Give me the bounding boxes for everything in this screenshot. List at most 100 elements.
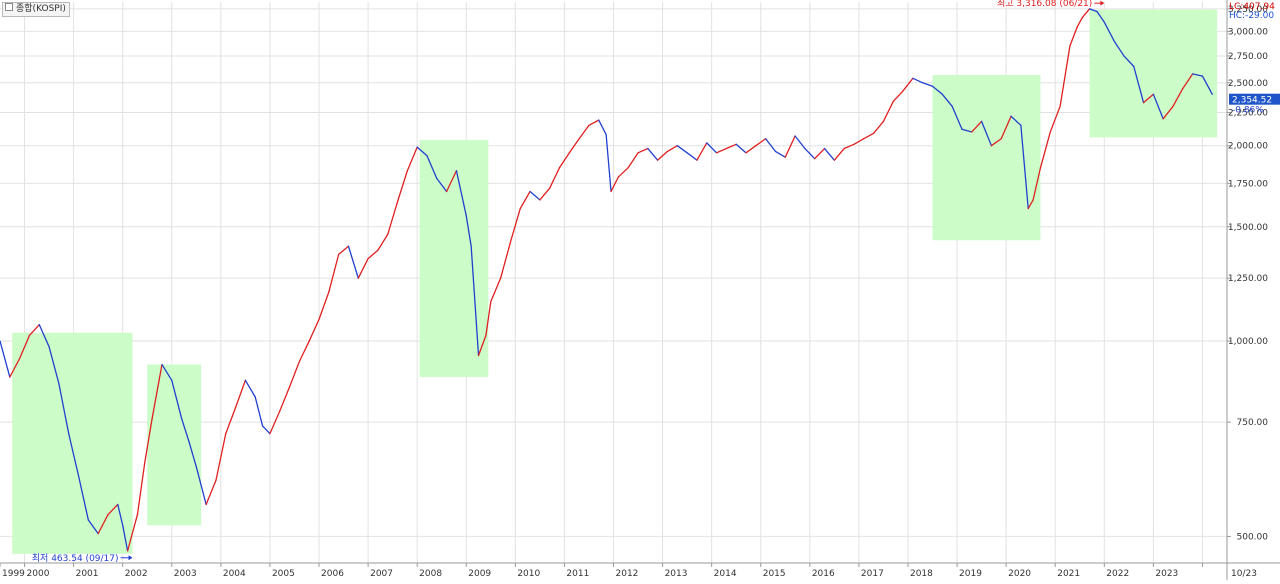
x-tick-label: 2019 <box>959 569 982 579</box>
price-segment <box>225 406 237 435</box>
x-tick-label: 2006 <box>321 569 344 579</box>
price-segment <box>1191 73 1204 77</box>
current-value: 2,354.52 <box>1232 96 1272 106</box>
x-tick-label: 2007 <box>370 569 393 579</box>
collapse-icon[interactable] <box>5 3 13 11</box>
price-segment <box>529 190 541 201</box>
price-segment <box>1039 131 1051 169</box>
price-segment <box>136 461 146 516</box>
price-segment <box>725 143 737 150</box>
x-tick-label: 2013 <box>665 569 688 579</box>
x-tick-label: 2021 <box>1057 569 1080 579</box>
price-segment <box>58 382 70 435</box>
chart-title[interactable]: 종합(KOSPI) <box>2 2 70 17</box>
price-segment <box>77 475 89 521</box>
price-segment <box>1000 115 1012 140</box>
price-segment <box>666 145 678 153</box>
high-marker-arrowhead <box>1100 0 1105 6</box>
price-segment <box>1088 8 1098 13</box>
price-segment <box>1123 55 1135 68</box>
price-segment <box>863 132 875 140</box>
price-segment <box>87 519 99 535</box>
x-tick-label: 2011 <box>566 569 589 579</box>
price-segment <box>9 357 21 378</box>
price-segment <box>144 417 153 464</box>
price-segment <box>872 120 885 134</box>
price-segment <box>715 147 728 154</box>
price-segment <box>1076 17 1083 28</box>
y-tick-label: 1,750.00 <box>1228 179 1268 189</box>
price-segment <box>470 245 480 357</box>
price-segment <box>1162 105 1174 120</box>
price-segment <box>764 138 777 153</box>
price-segment <box>406 146 418 172</box>
price-segment <box>882 100 894 123</box>
price-segment <box>519 190 531 210</box>
price-segment <box>254 396 264 427</box>
price-segment <box>205 479 217 506</box>
price-line <box>0 8 1213 552</box>
price-segment <box>696 142 708 161</box>
price-segment <box>823 147 836 161</box>
price-segment <box>308 318 320 342</box>
price-segment <box>610 176 620 193</box>
price-segment <box>426 155 438 180</box>
price-segment <box>215 432 227 482</box>
price-segment <box>637 147 649 154</box>
price-segment <box>931 85 943 95</box>
price-segment <box>490 277 502 303</box>
low-annotation: 최저 463.54 (09/17) <box>32 553 119 564</box>
highlight-regions <box>12 9 1218 554</box>
price-segment <box>485 301 492 337</box>
price-segment <box>1032 167 1042 201</box>
price-segment <box>97 514 109 535</box>
price-segment <box>539 187 551 201</box>
price-segment <box>1069 26 1078 47</box>
price-segment <box>1081 8 1091 19</box>
price-segment <box>455 170 467 217</box>
x-tick-label: 2004 <box>223 569 246 579</box>
hc-label: HC:-29.00 <box>1229 11 1275 21</box>
price-segment <box>971 120 983 133</box>
price-segment <box>794 135 806 150</box>
x-tick-label: 2012 <box>616 569 639 579</box>
price-segment <box>328 253 340 293</box>
price-segment <box>1142 93 1155 104</box>
price-segment <box>1049 105 1061 133</box>
y-tick-label: 1,500.00 <box>1228 223 1268 233</box>
price-segment <box>269 410 281 435</box>
price-segment <box>755 138 767 147</box>
price-segment <box>1010 115 1022 126</box>
price-segment <box>465 215 472 247</box>
current-change: -0.86% <box>1232 106 1264 116</box>
price-segment <box>1182 73 1194 90</box>
price-segment <box>1059 45 1071 107</box>
x-tick-label: 2023 <box>1155 569 1178 579</box>
price-segment <box>261 425 271 435</box>
x-tick-label: 10/23 <box>1231 569 1257 579</box>
price-segment <box>234 379 247 409</box>
price-segment <box>161 363 173 381</box>
price-segment <box>588 119 600 126</box>
high-annotation: 최고 3,316.08 (06/21) <box>997 0 1092 9</box>
y-tick-label: 1,000.00 <box>1228 337 1268 347</box>
price-segment <box>151 363 163 420</box>
price-segment <box>843 143 855 150</box>
price-segment <box>1201 75 1213 95</box>
price-segment <box>892 90 904 103</box>
x-tick-label: 2005 <box>272 569 295 579</box>
highlight-region <box>12 332 133 554</box>
price-segment <box>279 386 291 412</box>
price-segment <box>68 432 80 477</box>
price-segment <box>980 120 993 147</box>
price-segment <box>416 146 428 157</box>
price-segment <box>18 334 31 360</box>
price-segment <box>396 170 409 203</box>
price-segment <box>657 150 669 161</box>
price-segment <box>347 245 359 279</box>
price-segment <box>195 466 207 506</box>
price-segment <box>477 334 487 357</box>
price-segment <box>357 257 369 279</box>
